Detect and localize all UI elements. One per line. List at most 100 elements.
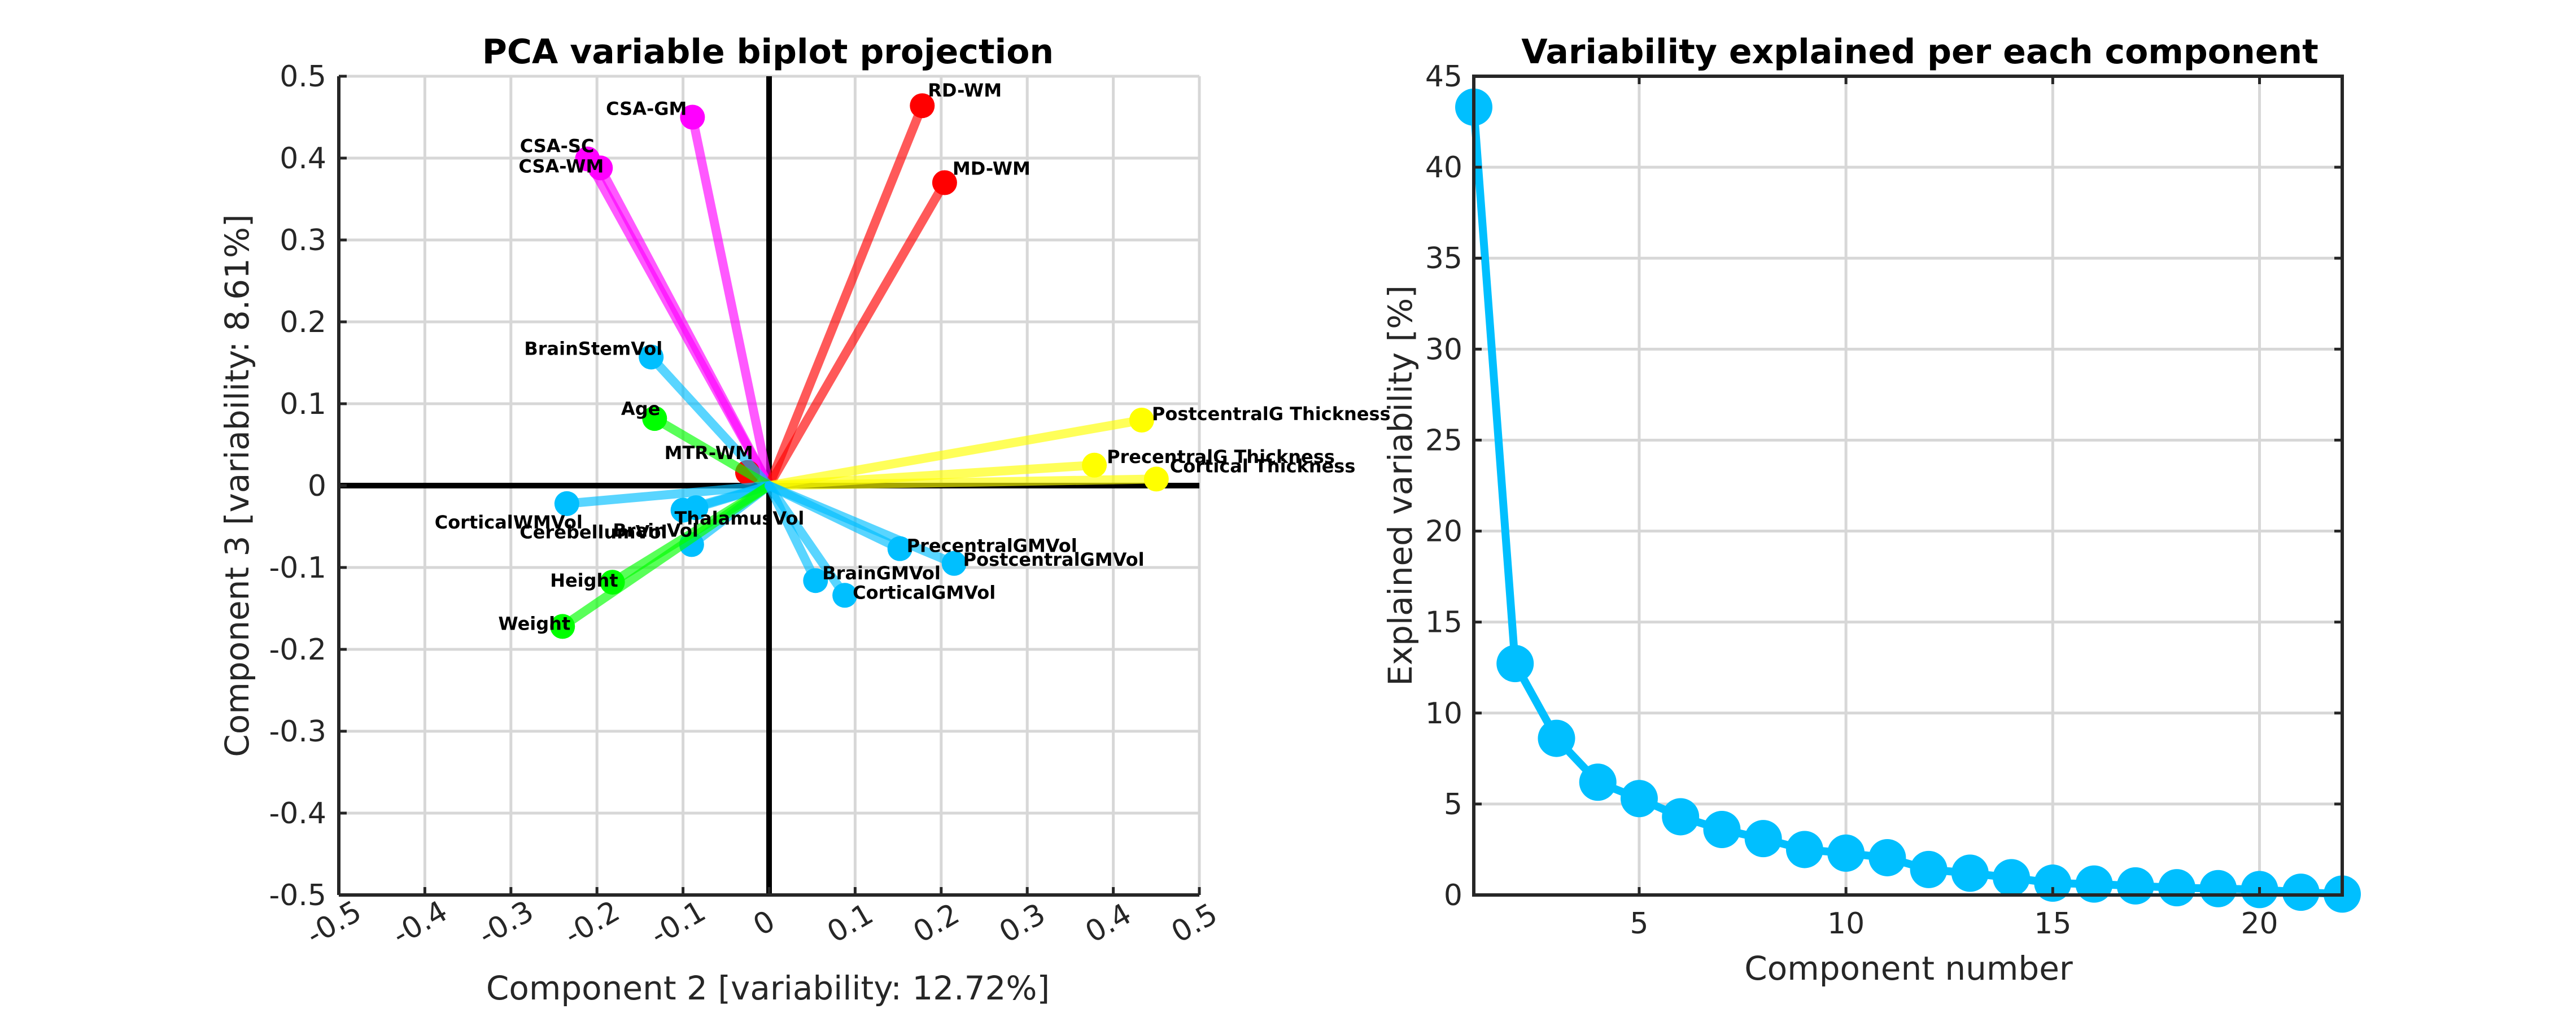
biplot-label-brainvol: BrainVol xyxy=(613,519,698,541)
biplot-label-corticalwmvol: CorticalWMVol xyxy=(435,512,583,533)
biplot-point-rd-wm xyxy=(910,93,935,119)
scree-y-tick-label: 15 xyxy=(1425,606,1462,640)
biplot-point-postcentralg-thickness xyxy=(1129,408,1154,433)
scree-point xyxy=(2075,865,2113,903)
scree-point xyxy=(1662,798,1700,836)
biplot-point-corticalwmvol xyxy=(554,491,579,516)
biplot-y-tick-label: -0.2 xyxy=(269,633,326,667)
biplot-vector-csa-gm xyxy=(688,112,774,490)
biplot-point-brainstemvol xyxy=(639,344,664,370)
biplot-x-tick-label: 0.3 xyxy=(994,897,1051,950)
scree-point xyxy=(2158,869,2196,907)
biplot-y-tick-label: -0.5 xyxy=(269,879,326,912)
scree-y-tick-label: 35 xyxy=(1425,242,1462,276)
biplot-y-tick-label: 0 xyxy=(308,469,326,503)
biplot-title: PCA variable biplot projection xyxy=(482,32,1054,72)
biplot-y-tick-labels: 0.5 0.4 0.3 0.2 0.1 0 -0.1 -0.2 -0.3 -0.4 -0.5 xyxy=(269,60,326,912)
biplot-point-md-wm xyxy=(932,170,957,195)
biplot-y-tick-label: -0.3 xyxy=(269,715,326,749)
biplot-point-corticalgmvol xyxy=(832,583,858,608)
biplot-vector-cortical-thickness xyxy=(765,474,1161,490)
scree-point xyxy=(1496,645,1534,683)
scree-x-tick-label: 10 xyxy=(1827,907,1865,941)
biplot-vector-age xyxy=(650,414,774,490)
biplot-x-tick-label: -0.2 xyxy=(559,894,626,953)
biplot-x-tick-label: 0 xyxy=(748,904,781,943)
biplot-label-age: Age xyxy=(621,398,660,420)
biplot-y-tick-label: 0.5 xyxy=(280,60,326,94)
scree-point xyxy=(1703,811,1741,848)
biplot-x-tick-labels: -0.5 -0.4 -0.3 -0.2 -0.1 0 0.1 0.2 0.3 0.4 0.5 xyxy=(301,894,1224,953)
biplot-y-tick-label: -0.1 xyxy=(269,551,326,585)
biplot-label-csa-gm: CSA-GM xyxy=(606,98,687,120)
biplot-point-precentralg-thickness xyxy=(1082,452,1107,478)
biplot-label-thalamusvol: ThalamusVol xyxy=(674,508,804,529)
biplot-label-csa-wm: CSA-WM xyxy=(518,155,604,177)
biplot-x-tick-label: -0.4 xyxy=(387,894,453,953)
scree-axes-box xyxy=(1472,75,2344,897)
scree-frame xyxy=(1472,75,2344,897)
scree-y-axis-label: Explained variability [%] xyxy=(1381,285,1420,686)
biplot-label-brainstemvol: BrainStemVol xyxy=(524,338,662,359)
biplot-label-precentralgmvol: PrecentralGMVol xyxy=(907,535,1077,557)
biplot-vector-rd-wm xyxy=(765,101,927,490)
biplot-point-braingmvol xyxy=(803,568,828,593)
scree-y-tick-labels: 0 5 10 15 20 25 30 35 40 45 xyxy=(1425,60,1462,912)
biplot-label-height: Height xyxy=(550,570,618,591)
scree-series xyxy=(1455,88,2361,913)
biplot-label-mtr-wm: MTR-WM xyxy=(665,442,753,464)
biplot-point-cortical-thickness xyxy=(1143,466,1169,492)
scree-y-tick-label: 5 xyxy=(1444,788,1462,822)
scree-y-tick-label: 40 xyxy=(1425,151,1462,185)
biplot-point-postcentralgmvol xyxy=(941,551,967,576)
biplot-label-md-wm: MD-WM xyxy=(953,158,1031,180)
scree-point xyxy=(1827,834,1865,872)
biplot-x-tick-label: 0.5 xyxy=(1166,897,1224,950)
scree-y-tick-label: 10 xyxy=(1425,697,1462,731)
biplot-label-weight: Weight xyxy=(498,613,570,634)
biplot-vector-postcentralgmvol xyxy=(765,481,959,568)
biplot-point-csa-gm xyxy=(680,104,705,130)
scree-point xyxy=(1620,780,1658,818)
scree-point xyxy=(2034,864,2072,902)
biplot-chart: PCA variable biplot projection CSA-GM CSA… xyxy=(218,32,1391,1007)
biplot-x-axis-label: Component 2 [variability: 12.72%] xyxy=(486,969,1050,1007)
biplot-y-tick-label: 0.2 xyxy=(280,305,326,339)
scree-point xyxy=(2199,870,2237,907)
biplot-vector-csa-wm xyxy=(596,163,774,490)
biplot-x-tick-label: 0.2 xyxy=(907,897,965,950)
scree-x-axis-label: Component number xyxy=(1744,949,2073,988)
biplot-x-tick-label: 0.4 xyxy=(1080,897,1137,950)
biplot-x-tick-label: -0.1 xyxy=(645,894,711,953)
biplot-y-tick-label: 0.3 xyxy=(280,224,326,257)
scree-point xyxy=(1910,850,1948,888)
biplot-label-postcentralg-thickness: PostcentralG Thickness xyxy=(1152,403,1391,425)
biplot-vector-md-wm xyxy=(765,178,949,490)
biplot-label-braingmvol: BrainGMVol xyxy=(822,562,941,584)
biplot-y-axis-label: Component 3 [variability: 8.61%] xyxy=(218,214,256,757)
scree-chart: Variability explained per each component… xyxy=(1381,32,2361,988)
biplot-label-rd-wm: RD-WM xyxy=(928,80,1002,101)
scree-x-tick-label: 20 xyxy=(2241,907,2278,941)
biplot-point-csa-wm xyxy=(588,155,613,181)
biplot-label-precentralg-thickness: PrecentralG Thickness xyxy=(1107,446,1335,468)
scree-point xyxy=(1785,831,1823,868)
biplot-x-tick-label: -0.3 xyxy=(473,894,539,953)
scree-title: Variability explained per each component xyxy=(1521,32,2319,72)
scree-y-tick-label: 45 xyxy=(1425,60,1462,94)
biplot-point-cerebellumvol xyxy=(670,497,696,523)
biplot-vectors xyxy=(550,93,1169,639)
biplot-vector-brainstemvol xyxy=(647,352,774,490)
scree-point xyxy=(1868,839,1906,876)
biplot-vector-corticalgmvol xyxy=(765,481,850,600)
scree-point xyxy=(1951,854,1989,892)
biplot-y-tick-label: -0.4 xyxy=(269,797,326,831)
biplot-label-corticalgmvol: CorticalGMVol xyxy=(853,582,996,603)
scree-y-tick-label: 25 xyxy=(1425,423,1462,457)
biplot-vector-weight xyxy=(558,481,774,631)
scree-point xyxy=(1744,820,1782,858)
scree-point xyxy=(1993,859,2031,897)
scree-point xyxy=(1579,763,1617,801)
